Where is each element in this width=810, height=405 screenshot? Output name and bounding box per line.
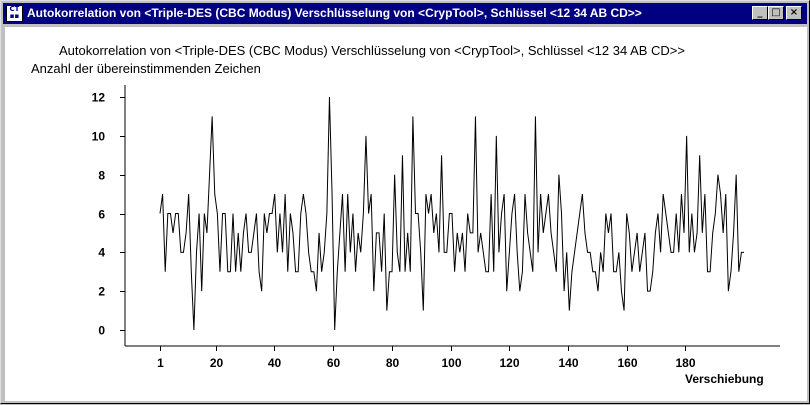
minimize-button[interactable]: _: [752, 6, 768, 20]
chart-area: [5, 27, 807, 401]
title-bar[interactable]: CT ▪▪ Autokorrelation von <Triple-DES (CB…: [3, 3, 807, 24]
y-axis-title: Anzahl der übereinstimmenden Zeichen: [31, 61, 261, 76]
x-tick-label: 100: [441, 356, 461, 370]
y-tick-label: 0: [98, 324, 105, 338]
maximize-icon: □: [771, 7, 781, 18]
close-icon: ×: [789, 7, 799, 18]
x-tick-label: 1: [157, 356, 164, 370]
x-axis-title: Verschiebung: [685, 372, 764, 386]
y-tick-label: 10: [92, 130, 106, 144]
y-tick-label: 12: [92, 91, 106, 105]
chart-title: Autokorrelation von <Triple-DES (CBC Mod…: [59, 43, 685, 58]
y-tick-label: 2: [98, 285, 105, 299]
series-line: [159, 96, 744, 331]
x-tick-label: 160: [617, 356, 637, 370]
minimize-icon: _: [757, 7, 763, 18]
x-tick-label: 180: [675, 356, 695, 370]
y-tick-label: 6: [98, 208, 105, 222]
y-tick-label: 8: [98, 169, 105, 183]
x-tick-label: 120: [499, 356, 519, 370]
maximize-button[interactable]: □: [768, 6, 784, 20]
close-button[interactable]: ×: [786, 6, 802, 20]
y-tick-label: 4: [98, 246, 105, 260]
x-tick-label: 80: [386, 356, 400, 370]
x-tick-label: 40: [268, 356, 282, 370]
x-tick-label: 140: [558, 356, 578, 370]
x-tick-label: 60: [327, 356, 341, 370]
cryptool-app-icon[interactable]: CT ▪▪: [6, 5, 23, 22]
x-tick-label: 20: [210, 356, 224, 370]
window-title: Autokorrelation von <Triple-DES (CBC Mod…: [27, 6, 642, 20]
